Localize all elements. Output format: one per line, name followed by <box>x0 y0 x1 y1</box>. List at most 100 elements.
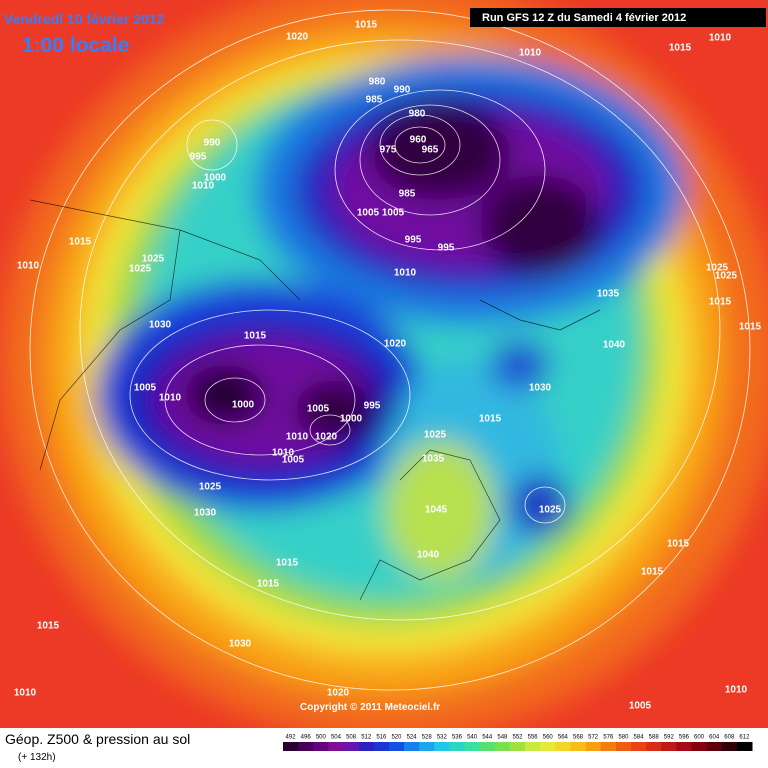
isobar-label: 1015 <box>355 20 378 31</box>
map: 1020 1015 1010 1015 1010 980 990 985 980 990 995 96… <box>0 0 768 728</box>
colorbar-swatch <box>283 742 299 751</box>
run-info: Run GFS 12 Z du Samedi 4 février 2012 <box>482 12 686 24</box>
isobar-label: 1010 <box>192 181 215 192</box>
isobar-label: 1010 <box>394 268 417 279</box>
isobar-label: 1015 <box>37 621 60 632</box>
isobar-label: 1010 <box>14 688 37 699</box>
copyright: Copyright © 2011 Meteociel.fr <box>300 702 440 713</box>
colorbar-label: 612 <box>739 735 750 741</box>
colorbar-label: 540 <box>467 735 478 741</box>
isobar-label: 1000 <box>340 414 363 425</box>
isobar-label: 1005 <box>134 383 157 394</box>
colorbar-swatch <box>509 742 526 751</box>
colorbar-label: 532 <box>437 735 448 741</box>
colorbar-swatch <box>661 742 677 751</box>
isobar-label: 990 <box>394 85 411 96</box>
isobar-label: 1035 <box>422 454 445 465</box>
isobar-label: 1010 <box>286 432 309 443</box>
forecast-lead: (+ 132h) <box>18 752 56 763</box>
colorbar-swatch <box>404 742 420 751</box>
colorbar: 492 496 500 504 508 512 516 520 524 528 532 536 540 5… <box>283 735 753 751</box>
colorbar-swatch <box>419 742 435 751</box>
isobar-label: 1005 <box>282 455 305 466</box>
colorbar-swatch <box>721 742 738 751</box>
colorbar-swatch <box>555 742 571 751</box>
colorbar-label: 564 <box>558 735 569 741</box>
colorbar-swatch <box>691 742 708 751</box>
isobar-label: 1015 <box>709 297 732 308</box>
isobar-label: 1015 <box>479 414 502 425</box>
footer-title: Géop. Z500 & pression au sol <box>5 731 190 747</box>
isobar-label: 1020 <box>327 688 350 699</box>
isobar-label: 1000 <box>204 173 227 184</box>
colorbar-swatch <box>328 742 345 751</box>
colorbar-swatch <box>388 742 405 751</box>
isobar-label: 985 <box>399 189 416 200</box>
isobar-label: 990 <box>204 138 221 149</box>
isobar-label: 1015 <box>69 237 92 248</box>
colorbar-label: 592 <box>664 735 675 741</box>
isobar-label: 985 <box>366 95 383 106</box>
isobar-label: 1015 <box>669 43 692 54</box>
isobar-label: 965 <box>422 145 439 156</box>
isobar-label: 1025 <box>142 254 165 265</box>
isobar-label: 1030 <box>229 639 252 650</box>
isobar-label: 1005 <box>357 208 380 219</box>
colorbar-swatch <box>736 742 753 751</box>
colorbar-swatch <box>676 742 692 751</box>
isobar-label: 1025 <box>129 264 152 275</box>
colorbar-label: 572 <box>588 735 599 741</box>
colorbar-swatch <box>615 742 632 751</box>
isobar-label: 975 <box>380 145 397 156</box>
colorbar-label: 600 <box>694 735 705 741</box>
isobar-label: 1025 <box>539 505 562 516</box>
isobar-label: 1005 <box>629 701 652 712</box>
colorbar-label: 496 <box>301 735 312 741</box>
isobar-label: 1015 <box>276 558 299 569</box>
isobar-label: 995 <box>364 401 381 412</box>
isobar-label: 1030 <box>529 383 552 394</box>
colorbar-label: 584 <box>634 735 645 741</box>
isobar-label: 1010 <box>159 393 182 404</box>
colorbar-label: 560 <box>543 735 554 741</box>
colorbar-swatch <box>570 742 587 751</box>
colorbar-swatch <box>630 742 647 751</box>
colorbar-swatch <box>585 742 602 751</box>
forecast-time: 1:00 locale <box>22 34 129 57</box>
colorbar-swatch <box>313 742 329 751</box>
isobar-label: 980 <box>409 109 426 120</box>
colorbar-label: 508 <box>346 735 357 741</box>
isobar-label: 1005 <box>382 208 405 219</box>
colorbar-label: 596 <box>679 735 690 741</box>
colorbar-swatch <box>494 742 511 751</box>
colorbar-label: 604 <box>709 735 720 741</box>
isobar-label: 1010 <box>709 33 732 44</box>
colorbar-label: 552 <box>512 735 523 741</box>
colorbar-label: 608 <box>724 735 735 741</box>
isobar-label: 1035 <box>597 289 620 300</box>
colorbar-swatch <box>298 742 314 751</box>
isobar-label: 1030 <box>149 320 172 331</box>
isobar-label: 1015 <box>641 567 664 578</box>
colorbar-label: 556 <box>528 735 539 741</box>
colorbar-swatch <box>464 742 481 751</box>
isobar-label: 1040 <box>603 340 626 351</box>
colorbar-label: 536 <box>452 735 463 741</box>
colorbar-label: 520 <box>391 735 402 741</box>
run-box <box>470 8 766 27</box>
colorbar-label: 512 <box>361 735 372 741</box>
colorbar-swatch <box>358 742 375 751</box>
isobar-label: 1025 <box>199 482 222 493</box>
colorbar-label: 580 <box>618 735 629 741</box>
forecast-date: Vendredi 10 février 2012 <box>4 11 165 27</box>
isobar-label: 1045 <box>425 505 448 516</box>
colorbar-label: 528 <box>422 735 433 741</box>
colorbar-swatch <box>434 742 450 751</box>
isobar-label: 1020 <box>315 432 338 443</box>
isobar-label: 960 <box>410 135 427 146</box>
isobar-label: 1000 <box>232 400 255 411</box>
isobar-label: 1025 <box>424 430 447 441</box>
colorbar-swatch <box>449 742 466 751</box>
colorbar-label: 504 <box>331 735 342 741</box>
